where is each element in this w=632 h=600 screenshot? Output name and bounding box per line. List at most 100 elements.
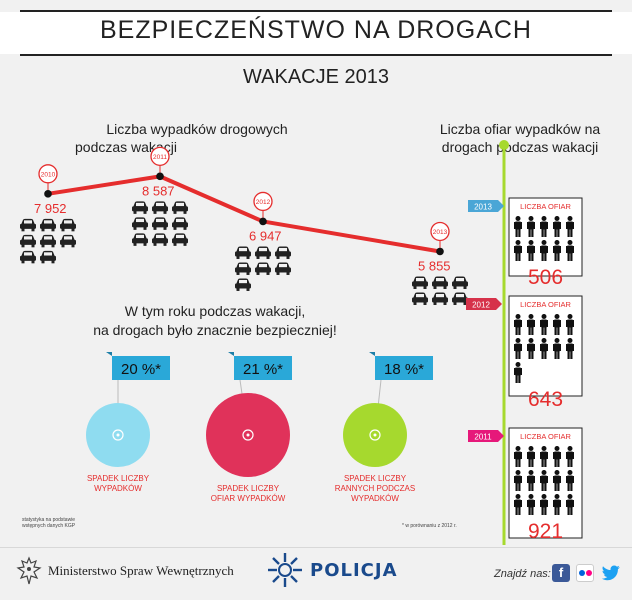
person-leg-right (518, 229, 521, 237)
car-wheel-right (163, 242, 167, 246)
car-icon (40, 218, 56, 232)
person-arm-right (546, 452, 548, 459)
car-body (20, 255, 36, 261)
person-leg-right (518, 375, 521, 383)
car-wheel-left (173, 226, 177, 230)
person-arm-right (559, 344, 561, 351)
car-wheel-right (31, 228, 35, 232)
person-icon (540, 240, 548, 261)
car-body (132, 222, 148, 228)
footer-divider (0, 547, 632, 548)
data-label: 8 587 (142, 183, 175, 198)
person-arm-right (546, 222, 548, 229)
facebook-icon[interactable]: f (552, 564, 570, 582)
person-arm-right (572, 222, 574, 229)
person-head (554, 338, 560, 343)
person-arm-left (553, 222, 555, 229)
eagle-emblem-icon (16, 556, 42, 585)
person-arm-left (527, 246, 529, 253)
year-tag-label: 2013 (474, 203, 492, 212)
car-body (132, 206, 148, 212)
person-arm-left (514, 452, 516, 459)
person-icon (527, 240, 535, 261)
car-wheel-left (41, 244, 45, 248)
person-torso (515, 499, 521, 508)
year-tag (468, 430, 498, 442)
person-arm-right (559, 222, 561, 229)
person-leg-left (567, 351, 570, 359)
car-window (24, 252, 32, 256)
safer-line1: W tym roku podczas wakacji, (124, 303, 306, 319)
car-body (152, 206, 168, 212)
car-body (412, 297, 428, 303)
person-arm-left (540, 320, 542, 327)
car-window (416, 293, 424, 298)
person-arm-left (540, 452, 542, 459)
car-icon (172, 201, 188, 214)
car-icon (172, 233, 188, 246)
percent-flag (234, 356, 292, 380)
person-head (515, 338, 521, 343)
percent-caption: SPADEK LICZBY (87, 474, 150, 483)
percent-caption: OFIAR WYPADKÓW (211, 494, 286, 503)
source-note-line2: wstępnych danych KGP (22, 523, 76, 529)
car-wheel-left (453, 285, 457, 289)
person-arm-right (533, 222, 535, 229)
year-pin-badge (430, 221, 450, 242)
car-wheel-left (413, 285, 417, 289)
car-window (156, 218, 164, 223)
car-icon (452, 292, 468, 305)
year-tag (468, 200, 498, 212)
car-window (136, 202, 144, 207)
person-icon (527, 314, 535, 335)
percent-caption: RANNYCH PODCZAS (335, 484, 415, 493)
person-head (515, 470, 521, 475)
person-head (567, 494, 573, 499)
page-subtitle: WAKACJE 2013 (243, 66, 389, 88)
person-torso (515, 221, 521, 230)
person-arm-right (533, 320, 535, 327)
person-head (541, 446, 547, 451)
person-icon (566, 240, 574, 261)
car-wheel-right (463, 285, 467, 289)
person-torso (515, 475, 521, 484)
person-arm-right (520, 246, 522, 253)
year-pin-label: 2013 (433, 229, 448, 236)
person-head (567, 338, 573, 343)
flickr-icon[interactable] (576, 564, 594, 582)
car-body (40, 223, 56, 229)
flickr-pink-dot (586, 570, 592, 576)
car-body (20, 239, 36, 245)
person-leg-left (554, 507, 557, 515)
person-torso (554, 245, 560, 254)
title-banner (0, 12, 632, 54)
person-head (567, 446, 573, 451)
person-arm-right (546, 476, 548, 483)
person-leg-right (570, 483, 573, 491)
person-head (541, 338, 547, 343)
person-arm-left (566, 320, 568, 327)
car-wheel-right (246, 255, 250, 259)
car-body (172, 206, 188, 212)
car-window (44, 236, 52, 240)
person-leg-left (541, 351, 544, 359)
person-head (515, 494, 521, 499)
person-leg-right (557, 253, 560, 261)
year-pin-badge (38, 164, 58, 184)
car-body (172, 238, 188, 244)
person-icon (514, 362, 522, 383)
person-leg-left (528, 351, 531, 359)
car-wheel-right (266, 255, 270, 259)
car-window (24, 236, 32, 240)
person-arm-left (540, 344, 542, 351)
car-window (436, 293, 444, 298)
car-window (136, 234, 144, 239)
person-head (554, 314, 560, 319)
person-icon (514, 338, 522, 359)
person-leg-left (515, 459, 518, 467)
twitter-icon[interactable] (601, 564, 621, 582)
person-leg-left (515, 351, 518, 359)
person-leg-right (531, 253, 534, 261)
page-title: BEZPIECZEŃSTWO NA DROGACH (100, 16, 532, 44)
year-tag-label: 2011 (474, 433, 492, 442)
